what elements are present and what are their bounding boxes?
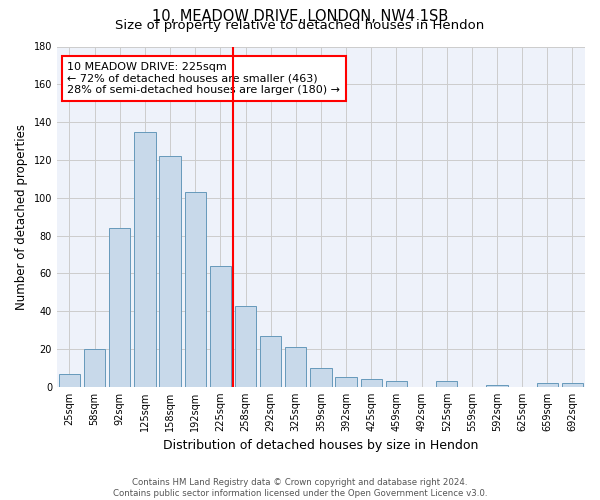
Bar xyxy=(310,368,332,387)
Text: Size of property relative to detached houses in Hendon: Size of property relative to detached ho… xyxy=(115,19,485,32)
Bar xyxy=(235,306,256,387)
Bar xyxy=(436,381,457,387)
Text: 10 MEADOW DRIVE: 225sqm
← 72% of detached houses are smaller (463)
28% of semi-d: 10 MEADOW DRIVE: 225sqm ← 72% of detache… xyxy=(67,62,340,95)
Bar xyxy=(486,385,508,387)
Bar xyxy=(209,266,231,387)
Bar xyxy=(109,228,130,387)
Bar xyxy=(185,192,206,387)
Text: 10, MEADOW DRIVE, LONDON, NW4 1SB: 10, MEADOW DRIVE, LONDON, NW4 1SB xyxy=(152,9,448,24)
Text: Contains HM Land Registry data © Crown copyright and database right 2024.
Contai: Contains HM Land Registry data © Crown c… xyxy=(113,478,487,498)
Bar xyxy=(260,336,281,387)
Bar xyxy=(84,349,106,387)
Bar xyxy=(134,132,155,387)
Bar xyxy=(160,156,181,387)
Bar xyxy=(285,347,307,387)
Bar xyxy=(335,378,357,387)
Bar xyxy=(361,379,382,387)
Bar xyxy=(386,381,407,387)
Bar xyxy=(536,383,558,387)
X-axis label: Distribution of detached houses by size in Hendon: Distribution of detached houses by size … xyxy=(163,440,479,452)
Bar xyxy=(59,374,80,387)
Bar xyxy=(562,383,583,387)
Y-axis label: Number of detached properties: Number of detached properties xyxy=(15,124,28,310)
